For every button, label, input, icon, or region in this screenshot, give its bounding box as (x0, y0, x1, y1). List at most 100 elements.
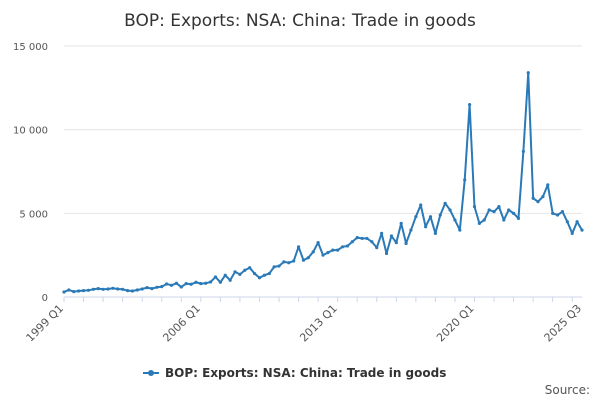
data-point[interactable] (560, 210, 565, 214)
legend-label[interactable]: BOP: Exports: NSA: China: Trade in goods (165, 366, 446, 380)
data-point[interactable] (326, 251, 330, 255)
data-point[interactable] (482, 218, 486, 222)
data-point[interactable] (580, 228, 584, 232)
data-point[interactable] (135, 288, 139, 292)
data-point[interactable] (199, 282, 203, 286)
data-point[interactable] (414, 215, 418, 219)
data-point[interactable] (463, 178, 467, 182)
data-point[interactable] (262, 273, 266, 277)
data-point[interactable] (331, 248, 335, 252)
data-point[interactable] (121, 287, 125, 291)
data-point[interactable] (209, 280, 213, 284)
data-point[interactable] (355, 236, 359, 240)
data-point[interactable] (497, 205, 501, 209)
data-point[interactable] (453, 218, 457, 222)
data-point[interactable] (546, 183, 550, 187)
data-point[interactable] (91, 287, 95, 291)
data-point[interactable] (551, 211, 555, 215)
data-point[interactable] (321, 253, 325, 257)
data-point[interactable] (384, 251, 389, 256)
data-point[interactable] (541, 195, 545, 199)
data-point[interactable] (458, 228, 462, 232)
data-point[interactable] (292, 259, 296, 263)
data-point[interactable] (316, 241, 320, 245)
data-point[interactable] (169, 283, 174, 287)
data-point[interactable] (125, 289, 130, 293)
data-point[interactable] (194, 280, 198, 284)
data-point[interactable] (86, 288, 91, 292)
data-point[interactable] (160, 285, 164, 289)
data-point[interactable] (106, 287, 110, 291)
data-point[interactable] (145, 286, 149, 290)
data-point[interactable] (443, 201, 447, 205)
data-point[interactable] (555, 213, 560, 217)
data-point[interactable] (204, 281, 208, 285)
data-point[interactable] (311, 250, 315, 254)
data-point[interactable] (306, 256, 310, 260)
data-point[interactable] (380, 231, 384, 236)
data-point[interactable] (370, 240, 374, 244)
data-point[interactable] (350, 240, 354, 244)
data-point[interactable] (516, 216, 521, 220)
data-point[interactable] (72, 290, 76, 294)
data-point[interactable] (394, 241, 398, 245)
source-credit[interactable]: Source: (545, 383, 590, 397)
data-point[interactable] (526, 71, 530, 75)
data-point[interactable] (257, 276, 262, 280)
data-point[interactable] (248, 266, 252, 270)
data-point[interactable] (243, 268, 247, 272)
data-point[interactable] (477, 221, 481, 225)
data-point[interactable] (448, 208, 452, 212)
data-point[interactable] (487, 208, 491, 212)
data-point[interactable] (521, 149, 525, 154)
data-point[interactable] (111, 286, 115, 290)
data-point[interactable] (252, 271, 257, 276)
data-point[interactable] (277, 264, 281, 268)
data-point[interactable] (472, 205, 477, 209)
data-point[interactable] (511, 211, 516, 215)
data-point[interactable] (389, 234, 394, 238)
data-point[interactable] (179, 285, 183, 289)
data-point[interactable] (155, 285, 159, 289)
data-point[interactable] (184, 282, 188, 286)
legend[interactable]: BOP: Exports: NSA: China: Trade in goods (143, 366, 446, 380)
data-point[interactable] (375, 246, 379, 250)
data-point[interactable] (428, 215, 433, 219)
data-point[interactable] (296, 245, 301, 249)
data-point[interactable] (213, 275, 218, 279)
data-point[interactable] (189, 282, 193, 286)
data-point[interactable] (223, 273, 227, 277)
data-point[interactable] (399, 221, 403, 225)
data-point[interactable] (419, 203, 423, 207)
data-point[interactable] (174, 281, 178, 285)
data-point[interactable] (570, 231, 574, 236)
data-point[interactable] (218, 280, 222, 284)
data-point[interactable] (272, 265, 276, 269)
data-point[interactable] (536, 200, 540, 204)
data-point[interactable] (404, 241, 408, 246)
data-point[interactable] (130, 289, 135, 293)
data-point[interactable] (150, 287, 154, 291)
data-point[interactable] (433, 231, 437, 236)
data-point[interactable] (502, 218, 506, 222)
data-point[interactable] (101, 287, 105, 291)
data-point[interactable] (336, 248, 340, 252)
data-point[interactable] (468, 102, 472, 107)
data-point[interactable] (140, 287, 144, 291)
data-point[interactable] (492, 210, 496, 214)
data-point[interactable] (228, 278, 232, 282)
data-point[interactable] (282, 260, 286, 264)
data-point[interactable] (67, 288, 71, 292)
data-point[interactable] (238, 272, 242, 277)
data-point[interactable] (96, 287, 100, 291)
data-point[interactable] (287, 261, 291, 265)
data-point[interactable] (575, 220, 579, 224)
data-point[interactable] (233, 270, 237, 274)
data-point[interactable] (340, 245, 345, 249)
data-point[interactable] (438, 213, 442, 217)
data-point[interactable] (409, 228, 413, 232)
data-point[interactable] (116, 287, 120, 291)
data-point[interactable] (62, 290, 66, 294)
data-point[interactable] (507, 208, 511, 212)
data-point[interactable] (424, 225, 428, 229)
